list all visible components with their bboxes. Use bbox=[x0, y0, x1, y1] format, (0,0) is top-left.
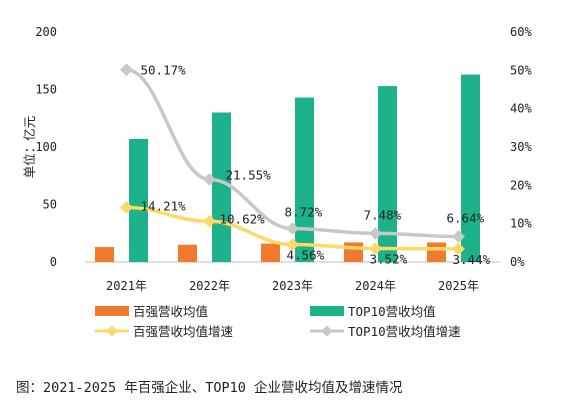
legend-item: 百强营收均值 bbox=[95, 304, 208, 319]
y2-tick-label: 10% bbox=[510, 217, 532, 231]
bar-top10-avg bbox=[295, 97, 314, 262]
legend-label: 百强营收均值增速 bbox=[133, 324, 234, 339]
legend-swatch bbox=[95, 306, 129, 316]
data-label-top10-growth: 50.17% bbox=[141, 63, 187, 78]
y-tick-label: 200 bbox=[35, 25, 57, 39]
data-labels: 50.17% 21.55% 8.72% 7.48% 6.64% 14.21% 10.62% 4… bbox=[141, 63, 491, 267]
marker-top10-growth bbox=[286, 222, 299, 235]
marker-top10-growth bbox=[369, 226, 382, 240]
y2-tick-label: 0% bbox=[510, 255, 525, 269]
y2-tick-label: 20% bbox=[510, 178, 532, 192]
y2-tick-label: 60% bbox=[510, 25, 532, 39]
bar-top100-avg bbox=[427, 242, 446, 262]
data-label-top100-growth: 10.62% bbox=[220, 211, 266, 226]
y2-tick-label: 30% bbox=[510, 140, 532, 154]
y2-tick-label: 40% bbox=[510, 102, 532, 116]
legend-item: TOP10营收均值增速 bbox=[310, 324, 461, 339]
bar-top100-avg bbox=[178, 244, 197, 262]
x-tick-label: 2025年 bbox=[438, 279, 479, 293]
marker-top10-growth bbox=[203, 173, 216, 186]
lines bbox=[120, 63, 465, 256]
y-axis-title: 单位：亿元 bbox=[22, 116, 37, 179]
data-label-top10-growth: 21.55% bbox=[226, 167, 272, 182]
bar-top100-avg bbox=[261, 243, 280, 262]
legend-label: TOP10营收均值增速 bbox=[348, 324, 461, 339]
marker-top100-growth bbox=[286, 238, 299, 251]
x-tick-label: 2021年 bbox=[106, 279, 147, 293]
legend-label: TOP10营收均值 bbox=[348, 304, 436, 319]
y2-tick-label: 50% bbox=[510, 63, 532, 77]
data-label-top100-growth: 4.56% bbox=[287, 248, 325, 263]
x-tick-label: 2024年 bbox=[355, 279, 396, 293]
data-label-top100-growth: 3.44% bbox=[453, 252, 491, 267]
data-label-top10-growth: 8.72% bbox=[285, 205, 323, 220]
chart-caption: 图：2021-2025 年百强企业、TOP10 企业营收均值及增速情况 bbox=[16, 379, 403, 396]
data-label-top10-growth: 7.48% bbox=[364, 207, 402, 222]
marker-top100-growth bbox=[203, 214, 216, 228]
y-tick-label: 150 bbox=[35, 83, 57, 97]
axes: 0 50 100 150 200 0% 10% 20% 30% 40% 50% 60% 单位：亿元 202… bbox=[22, 25, 532, 293]
legend-label: 百强营收均值 bbox=[133, 304, 208, 319]
legend-marker bbox=[321, 325, 333, 337]
bar-top10-avg bbox=[212, 112, 231, 262]
line-top10-growth bbox=[124, 67, 461, 239]
bar-top100-avg bbox=[344, 242, 363, 262]
marker-top100-growth bbox=[120, 201, 133, 214]
data-label-top10-growth: 6.64% bbox=[447, 211, 485, 226]
bar-top10-avg bbox=[129, 138, 148, 262]
x-tick-label: 2022年 bbox=[189, 279, 230, 293]
y-tick-label: 50 bbox=[43, 198, 57, 212]
bar-top100-avg bbox=[95, 247, 114, 262]
marker-top10-growth bbox=[452, 230, 465, 243]
legend-marker bbox=[106, 325, 118, 337]
marker-top100-growth bbox=[369, 242, 382, 255]
data-label-top100-growth: 14.21% bbox=[141, 199, 187, 214]
legend-swatch bbox=[310, 306, 344, 316]
bar-top10-avg bbox=[378, 86, 397, 262]
y-tick-label: 100 bbox=[35, 140, 57, 154]
bar-top10-avg bbox=[461, 74, 480, 262]
x-tick-label: 2023年 bbox=[272, 279, 313, 293]
marker-top10-growth bbox=[120, 63, 133, 77]
marker-top100-growth bbox=[452, 242, 465, 256]
legend-item: 百强营收均值增速 bbox=[95, 324, 234, 339]
y-tick-label: 0 bbox=[50, 255, 57, 269]
data-label-top100-growth: 3.52% bbox=[370, 252, 408, 267]
legend-item: TOP10营收均值 bbox=[310, 304, 436, 319]
